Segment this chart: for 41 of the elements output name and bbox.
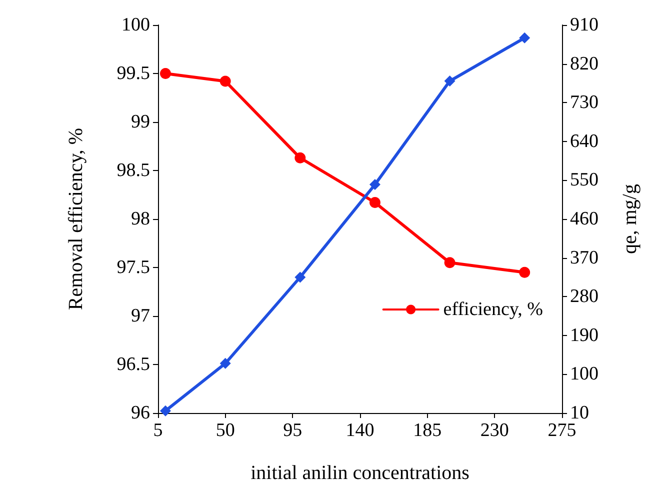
point xyxy=(220,76,231,87)
y2-tick-label: 550 xyxy=(570,170,598,191)
point xyxy=(294,272,306,283)
y2-tick-label: 100 xyxy=(570,364,598,385)
y-tick-label: 98 xyxy=(131,208,150,230)
x-tick-label: 140 xyxy=(346,420,374,441)
x-axis-title: initial anilin concentrations xyxy=(250,462,470,484)
point xyxy=(369,197,380,208)
y2-tick-label: 820 xyxy=(570,53,598,74)
point xyxy=(160,68,171,79)
y2-tick-label: 280 xyxy=(570,286,598,308)
point xyxy=(220,358,231,369)
y-tick-label: 97 xyxy=(131,306,150,326)
y-tick-label: 96.5 xyxy=(116,354,150,375)
y2-axis-title: qe, mg/g xyxy=(619,184,641,254)
y-axis-title: Removal efficiency, % xyxy=(65,128,87,310)
y-tick-label: 98.5 xyxy=(116,160,150,181)
y2-tick-label: 370 xyxy=(570,247,598,268)
y2-tick-label: 190 xyxy=(570,324,598,346)
legend-label: efficiency, % xyxy=(443,299,544,320)
y-tick-label: 99.5 xyxy=(116,63,150,84)
x-tick-label: 50 xyxy=(216,420,235,441)
y-tick-label: 99 xyxy=(131,112,150,132)
point xyxy=(444,257,456,268)
y-tick-label: 97.5 xyxy=(116,257,150,278)
x-tick-label: 185 xyxy=(413,420,442,441)
y2-tick-label: 460 xyxy=(570,208,598,230)
point xyxy=(294,152,306,164)
x-tick-label: 230 xyxy=(480,420,509,441)
y-tick-label: 96 xyxy=(131,402,150,424)
y2-tick-label: 730 xyxy=(570,92,598,114)
y2-tick-label: 910 xyxy=(570,14,598,36)
point xyxy=(160,405,171,416)
point xyxy=(519,32,530,44)
point xyxy=(519,266,530,278)
y2-tick-label: 640 xyxy=(570,130,598,152)
x-tick-label: 95 xyxy=(283,420,302,441)
point xyxy=(444,76,456,87)
x-tick-label: 5 xyxy=(153,420,163,441)
point xyxy=(369,179,380,190)
y-tick-label: 100 xyxy=(122,14,150,36)
